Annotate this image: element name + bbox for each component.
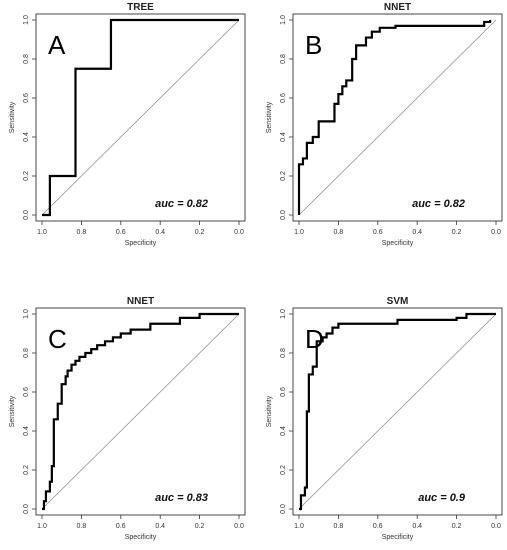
y-tick-label: 0.4 [23,132,30,142]
x-tick-label: 0.6 [373,523,383,530]
chance-diagonal-line [298,19,497,216]
x-tick-label: 0.0 [234,523,244,530]
roc-panel-d: SVM 1.0 0.8 0.6 0.4 0.2 0.0 0.0 0.2 0.4 0.6 0.8 1.0 S… [266,296,503,541]
y-tick-label: 1.0 [280,309,287,319]
roc-curve [297,20,492,215]
roc-panel-a: TREE 1.0 0.8 0.6 0.4 0.2 0.0 0.0 0.2 0.4 0.6 0.8 1.0… [9,2,246,247]
x-axis-label: Specificity [382,534,414,541]
y-axis-label: Sensitivity [266,395,273,427]
y-tick-label: 1.0 [23,309,30,319]
x-axis-label: Specificity [125,534,157,541]
y-tick-label: 0.6 [280,93,287,103]
chance-diagonal-line [41,313,240,510]
x-tick-label: 0.2 [452,229,462,236]
x-tick-label: 0.6 [116,229,126,236]
x-tick-label: 0.4 [412,523,422,530]
chart-title: NNET [127,296,154,307]
x-tick-label: 0.8 [334,229,344,236]
y-tick-label: 0.8 [280,54,287,64]
x-tick-label: 0.8 [77,523,87,530]
y-tick-label: 0.2 [23,465,30,475]
plot-frame [35,307,246,516]
y-tick-label: 0.0 [280,210,287,220]
roc-curve [42,18,239,217]
x-axis-label: Specificity [125,240,157,247]
x-tick-label: 0.6 [116,523,126,530]
plot-frame [292,307,503,516]
x-tick-label: 1.0 [294,229,304,236]
chance-diagonal-line [298,313,497,510]
panel-letter: C [48,324,67,354]
chance-diagonal-line [41,19,240,216]
x-tick-label: 0.4 [155,523,165,530]
y-tick-label: 0.6 [23,93,30,103]
y-axis-label: Sensitivity [266,101,273,133]
roc-curve [42,312,239,511]
x-tick-label: 0.8 [334,523,344,530]
y-tick-label: 0.4 [23,426,30,436]
y-tick-label: 0.2 [280,465,287,475]
chart-title: SVM [387,296,409,307]
x-tick-label: 1.0 [37,229,47,236]
y-tick-label: 0.0 [23,210,30,220]
x-tick-label: 0.2 [452,523,462,530]
roc-panel-b: NNET 1.0 0.8 0.6 0.4 0.2 0.0 0.0 0.2 0.4 0.6 0.8 1.0… [266,2,503,247]
roc-panel-c: NNET 1.0 0.8 0.6 0.4 0.2 0.0 0.0 0.2 0.4 0.6 0.8 1.0… [9,296,246,541]
x-tick-label: 0.8 [77,229,87,236]
x-tick-label: 0.4 [412,229,422,236]
x-tick-label: 0.4 [155,229,165,236]
y-tick-label: 0.8 [23,54,30,64]
plot-frame [292,13,503,222]
x-tick-label: 1.0 [37,523,47,530]
x-axis-label: Specificity [382,240,414,247]
y-tick-label: 0.0 [280,504,287,514]
auc-annotation: auc = 0.82 [412,198,465,210]
y-tick-label: 0.8 [23,348,30,358]
x-tick-label: 0.0 [491,523,501,530]
y-tick-label: 0.8 [280,348,287,358]
x-tick-label: 0.0 [491,229,501,236]
y-tick-label: 0.2 [23,171,30,181]
y-tick-label: 0.4 [280,426,287,436]
x-tick-label: 0.0 [234,229,244,236]
y-axis-label: Sensitivity [9,395,16,427]
auc-annotation: auc = 0.83 [155,492,208,504]
auc-annotation: auc = 0.9 [418,492,466,504]
x-tick-label: 0.6 [373,229,383,236]
y-tick-label: 1.0 [23,15,30,25]
panel-letter: B [305,30,322,60]
y-axis-label: Sensitivity [9,101,16,133]
auc-annotation: auc = 0.82 [155,198,208,210]
panel-letter: A [48,30,66,60]
panel-letter: D [305,324,324,354]
x-tick-label: 0.2 [195,523,205,530]
roc-curve [299,312,496,511]
chart-title: NNET [384,2,411,13]
y-tick-label: 1.0 [280,15,287,25]
y-tick-label: 0.6 [280,387,287,397]
chart-title: TREE [127,2,154,13]
y-tick-label: 0.0 [23,504,30,514]
y-tick-label: 0.4 [280,132,287,142]
plot-frame [35,13,246,222]
x-tick-label: 0.2 [195,229,205,236]
y-tick-label: 0.2 [280,171,287,181]
x-tick-label: 1.0 [294,523,304,530]
y-tick-label: 0.6 [23,387,30,397]
